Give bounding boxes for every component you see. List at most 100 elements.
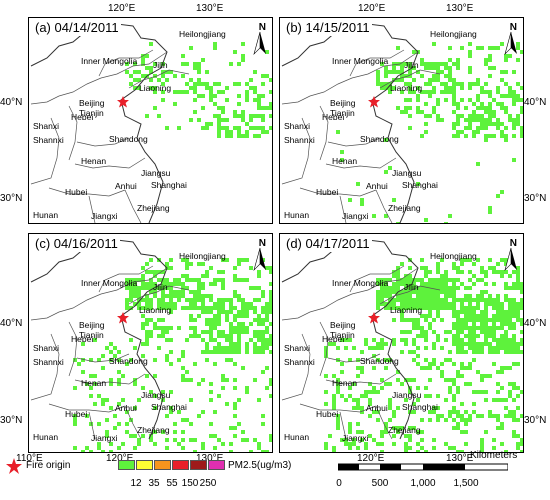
pm25-cell — [376, 358, 380, 362]
pm25-cell — [185, 370, 189, 374]
pm25-cell — [412, 78, 416, 82]
pm25-cell — [133, 278, 137, 282]
pm25-cell — [520, 286, 523, 290]
pm25-cell — [388, 358, 392, 362]
pm25-cell — [181, 258, 185, 262]
pm25-cell — [205, 322, 209, 326]
pm25-cell — [129, 306, 133, 310]
pm25-cell — [169, 282, 173, 286]
pm25-cell — [484, 318, 488, 322]
pm25-cell — [452, 398, 456, 402]
pm25-cell — [133, 294, 137, 298]
pm25-cell — [213, 446, 217, 450]
pm25-cell — [257, 270, 261, 274]
pm25-cell — [392, 298, 396, 302]
pm25-cell — [73, 386, 77, 390]
pm25-cell — [73, 358, 77, 362]
north-arrow-icon — [253, 247, 261, 272]
pm25-cell — [233, 330, 237, 334]
pm25-cell — [460, 262, 464, 266]
swatch-2 — [154, 460, 171, 470]
pm25-cell — [392, 70, 396, 74]
pm25-cell — [241, 326, 245, 330]
pm25-cell — [464, 410, 468, 414]
pm25-cell — [85, 446, 89, 450]
pm25-cell — [404, 290, 408, 294]
pm25-cell — [416, 450, 420, 452]
pm25-cell — [380, 282, 384, 286]
pm25-cell — [504, 398, 508, 402]
pm25-unit-label: PM2.5(ug/m3) — [228, 460, 292, 471]
pm25-cell — [233, 406, 237, 410]
pm25-cell — [488, 122, 492, 126]
pm25-cell — [432, 342, 436, 346]
pm25-cell — [396, 106, 400, 110]
pm25-cell — [456, 114, 460, 118]
pm25-cell — [173, 438, 177, 442]
pm25-cell — [420, 438, 424, 442]
pm25-cell — [436, 302, 440, 306]
pm25-cell — [209, 330, 213, 334]
province-border — [98, 49, 154, 77]
pm25-cell — [157, 346, 161, 350]
pm25-cell — [416, 398, 420, 402]
pm25-cell — [412, 66, 416, 70]
pm25-cell — [488, 258, 492, 262]
pm25-cell — [504, 138, 508, 142]
pm25-cell — [225, 98, 229, 102]
pm25-cell — [464, 118, 468, 122]
province-border — [30, 333, 60, 401]
pm25-cell — [233, 126, 237, 130]
pm25-cell — [149, 286, 153, 290]
pm25-cell — [508, 366, 512, 370]
pm25-cell — [408, 286, 412, 290]
pm25-cell — [504, 322, 508, 326]
pm25-cell — [137, 286, 141, 290]
pm25-cell — [464, 314, 468, 318]
pm25-cell — [512, 70, 516, 74]
pm25-cell — [205, 274, 209, 278]
pm25-cell — [436, 406, 440, 410]
pm25-cell — [205, 122, 209, 126]
pm25-cell — [245, 438, 249, 442]
pm25-cell — [408, 330, 412, 334]
pm25-cell — [400, 310, 404, 314]
pm25-cell — [141, 326, 145, 330]
province-label: Liaoning — [390, 305, 423, 315]
pm25-cell — [384, 86, 388, 90]
pm25-cell — [133, 406, 137, 410]
pm25-cell — [261, 334, 265, 338]
pm25-cell — [197, 286, 201, 290]
pm25-cell — [476, 78, 480, 82]
panel-title: (a) 04/14/2011 — [33, 20, 121, 36]
pm25-cell — [456, 298, 460, 302]
pm25-cell — [257, 330, 261, 334]
pm25-cell — [241, 54, 245, 58]
pm25-cell — [508, 338, 512, 342]
pm25-cell — [149, 42, 153, 46]
pm25-cell — [444, 66, 448, 70]
pm25-cell — [480, 106, 484, 110]
pm25-cell — [384, 302, 388, 306]
pm25-cell — [149, 330, 153, 334]
pm25-cell — [424, 218, 428, 222]
pm25-cell — [205, 330, 209, 334]
pm25-cell — [257, 322, 261, 326]
pm25-cell — [109, 378, 113, 382]
pm25-cell — [185, 62, 189, 66]
pm25-cell — [520, 450, 523, 452]
pm25-cell — [460, 86, 464, 90]
pm25-cell — [332, 398, 336, 402]
pm25-cell — [193, 438, 197, 442]
pm25-cell — [480, 378, 484, 382]
pm25-cell — [265, 74, 269, 78]
pm25-cell — [432, 346, 436, 350]
pm25-cell — [221, 126, 225, 130]
pm25-cell — [245, 306, 249, 310]
pm25-cell — [408, 438, 412, 442]
pm25-cell — [424, 130, 428, 134]
pm25-cell — [237, 326, 241, 330]
pm25-cell — [472, 346, 476, 350]
pm25-cell — [488, 414, 492, 418]
pm25-cell — [452, 362, 456, 366]
